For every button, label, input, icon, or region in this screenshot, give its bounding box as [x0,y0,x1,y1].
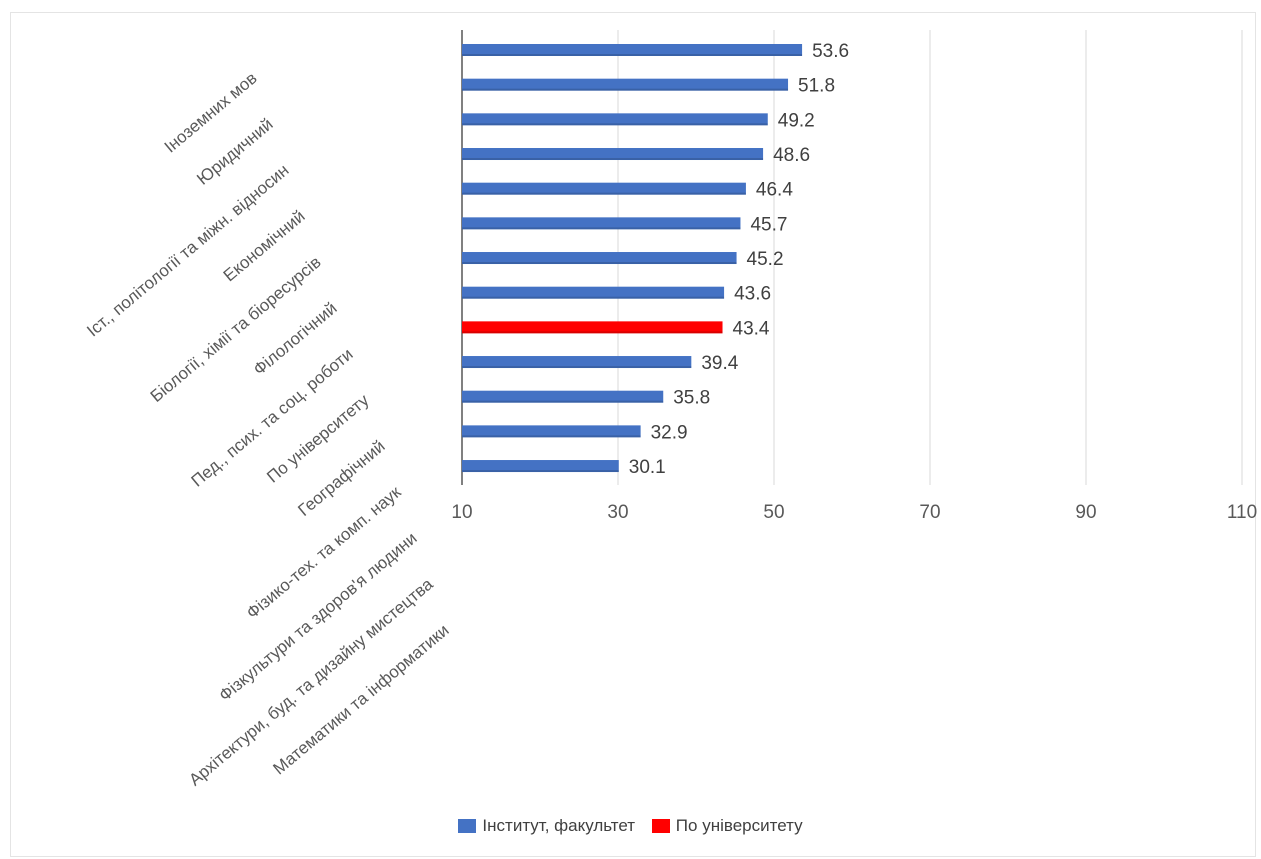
x-tick-label: 70 [919,502,940,523]
bar [462,460,619,473]
bar [462,113,768,126]
bar-shadow [462,123,768,126]
bar [462,148,764,161]
bar [462,286,725,299]
bar-shadow [462,54,803,56]
x-tick-label: 10 [451,502,472,523]
value-label: 39.4 [701,353,738,374]
legend-swatch-university [651,819,670,833]
value-label: 43.6 [734,284,771,305]
bar-shadow [462,366,692,369]
bar-shadow [462,192,746,195]
value-label: 51.8 [798,76,835,97]
value-label: 30.1 [629,457,666,478]
bar-shadow [462,400,664,403]
value-label: 45.2 [747,249,784,270]
bar [462,425,641,438]
value-label: 49.2 [778,110,815,131]
legend: Інститут, факультет По університету [0,816,1261,838]
x-tick-label: 90 [1075,502,1096,523]
bar-shadow [462,296,725,299]
bar-university [462,321,723,334]
value-label: 45.7 [750,214,787,235]
legend-swatch-institute [458,819,477,833]
legend-item-university: По університету [651,816,803,836]
x-tick-label: 30 [607,502,628,523]
bar [462,217,741,230]
value-label: 35.8 [673,388,710,409]
x-tick-label: 110 [1227,502,1257,523]
bar [462,44,803,56]
bar [462,252,737,265]
bar [462,390,664,403]
value-label: 46.4 [756,180,793,201]
bar-shadow [462,88,789,91]
legend-label-institute: Інститут, факультет [482,816,636,835]
value-label: 53.6 [812,41,849,62]
bar [462,182,746,195]
legend-item-institute: Інститут, факультет [458,816,635,836]
bar [462,78,789,91]
x-tick-label: 50 [763,502,784,523]
bar-shadow [462,227,741,230]
bar-shadow [462,435,641,438]
bar-shadow [462,470,619,473]
bar [462,356,692,369]
category-label: Архітектури, буд. та дизайну мистецтва [185,574,437,789]
value-label: 32.9 [651,422,688,443]
value-label: 48.6 [773,145,810,166]
bar-shadow [462,158,764,161]
value-label: 43.4 [733,318,770,339]
bar-shadow [462,262,737,265]
bar-shadow [462,331,723,334]
legend-label-university: По університету [675,816,803,835]
